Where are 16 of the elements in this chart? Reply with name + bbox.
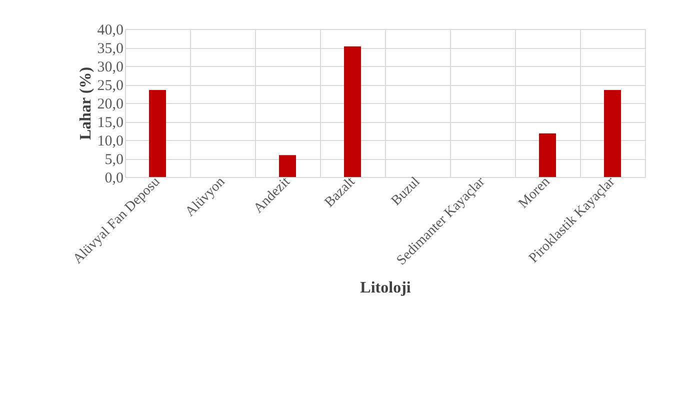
bar [539,133,556,177]
y-tick-label: 15,0 [97,115,124,131]
y-tick-label: 5,0 [104,152,124,168]
y-tick-label: 35,0 [97,41,124,57]
bar [604,90,621,177]
bar [344,46,361,177]
y-tick-label: 25,0 [97,78,124,94]
y-tick-label: 10,0 [97,134,124,150]
y-tick-label: 0,0 [104,170,124,186]
y-axis-title: Lahar (%) [77,66,94,140]
bar [279,155,296,177]
bar [149,90,166,177]
y-tick-label: 20,0 [97,96,124,112]
y-tick-label: 40,0 [97,22,124,38]
y-tick-label: 30,0 [97,60,124,76]
x-axis-title: Litoloji [360,280,412,297]
